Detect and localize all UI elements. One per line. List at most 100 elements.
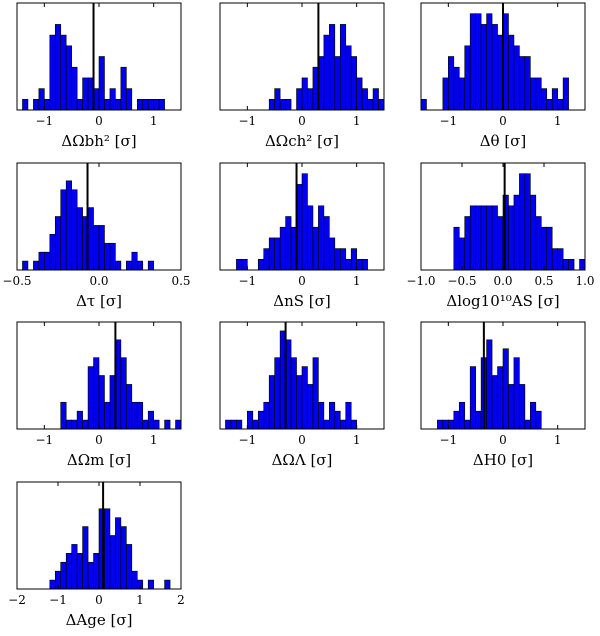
- histogram-bar: [448, 56, 455, 111]
- histogram-bar: [109, 535, 116, 590]
- histogram-bar: [109, 242, 116, 271]
- histogram-bar: [71, 544, 78, 590]
- x-tick-label: 1: [554, 433, 562, 447]
- histogram-bar: [469, 13, 476, 111]
- histogram-bar: [486, 13, 493, 111]
- histogram-bar: [513, 357, 520, 430]
- histogram-bar: [301, 173, 308, 271]
- histogram-bar: [469, 366, 476, 430]
- histogram-bar: [296, 375, 303, 430]
- histogram-bar: [65, 45, 72, 111]
- x-tick-label: −2: [8, 593, 26, 607]
- histogram-bar: [257, 258, 265, 271]
- histogram-bar: [546, 99, 553, 111]
- histogram-bar: [104, 508, 111, 590]
- x-tick-label: 1: [150, 114, 158, 128]
- histogram-bar: [535, 410, 542, 430]
- x-tick-label: −1: [238, 433, 256, 447]
- histogram-bar: [44, 99, 51, 111]
- histogram-bar: [120, 66, 127, 111]
- x-tick-label: −0.5: [2, 274, 31, 288]
- histogram-bar: [82, 419, 89, 430]
- histogram-bar: [491, 24, 498, 111]
- histogram-panel-5: −1 0 1 ΔnS [σ]: [219, 162, 385, 310]
- histogram-bar: [54, 24, 62, 111]
- histogram-bar: [323, 216, 330, 271]
- histogram-bar: [115, 517, 122, 590]
- histogram-bar: [372, 88, 379, 111]
- histogram-bar: [285, 216, 292, 271]
- histogram-bar: [65, 419, 72, 430]
- histogram-bar: [104, 242, 111, 271]
- histogram-bar: [236, 419, 243, 430]
- histogram-bar: [420, 99, 427, 111]
- histogram-bar: [562, 258, 569, 271]
- histogram-bar: [491, 375, 498, 430]
- histogram-bar: [345, 45, 352, 111]
- histogram-bar: [508, 384, 515, 430]
- x-tick-label: 0: [298, 274, 306, 288]
- x-tick-label: 1: [150, 433, 158, 447]
- x-tick-label: 1: [353, 274, 361, 288]
- histogram-bar: [296, 88, 303, 111]
- histogram-bar: [524, 419, 531, 430]
- histogram-bar: [274, 357, 281, 430]
- histogram-bar: [307, 205, 314, 271]
- x-tick-label: −1: [439, 114, 457, 128]
- histogram-bar: [480, 24, 487, 111]
- histogram-bar: [546, 226, 553, 271]
- histogram-bar: [475, 13, 482, 111]
- histogram-bar: [345, 258, 352, 271]
- histogram-bar: [126, 88, 133, 111]
- histogram-bar: [551, 248, 558, 271]
- histogram-bar: [93, 225, 100, 271]
- histogram-bar: [142, 419, 149, 430]
- histogram-bar: [562, 77, 569, 111]
- histogram-bar: [136, 401, 144, 430]
- histogram-bar: [312, 357, 319, 430]
- x-tick-label: 0: [298, 114, 306, 128]
- x-axis-label: ΔnS [σ]: [273, 292, 330, 310]
- histogram-bar: [65, 180, 72, 271]
- histogram-panel-9: −1 0 1 ΔH0 [σ]: [420, 321, 586, 469]
- histogram-bar: [49, 234, 56, 271]
- histogram-bar: [60, 401, 67, 430]
- histogram-bar: [60, 189, 67, 271]
- histogram-bar: [290, 357, 297, 430]
- x-tick-label: −1: [238, 114, 256, 128]
- histogram-bar: [464, 216, 471, 271]
- histogram-bar: [115, 260, 122, 271]
- x-tick-label: 0: [298, 433, 306, 447]
- histogram-bar: [437, 419, 444, 430]
- x-tick-label: 1: [353, 433, 361, 447]
- histogram-bar: [469, 205, 476, 271]
- histogram-bar: [71, 189, 78, 271]
- histogram-bar: [524, 173, 531, 271]
- histogram-bar: [540, 226, 548, 271]
- histogram-bar: [65, 553, 72, 590]
- histogram-bar: [350, 56, 357, 111]
- histogram-bar: [44, 251, 51, 271]
- histogram-bar: [76, 99, 83, 111]
- histogram-bar: [142, 99, 149, 111]
- histogram-bar: [54, 216, 62, 271]
- histogram-bar: [82, 526, 89, 590]
- histogram-bar: [329, 237, 336, 271]
- histogram-bar: [279, 226, 286, 271]
- histogram-bar: [131, 401, 138, 430]
- x-axis-label: ΔH0 [σ]: [473, 451, 533, 469]
- histogram-bar: [109, 88, 116, 111]
- histogram-bar: [513, 45, 520, 111]
- histogram-bar: [551, 88, 558, 111]
- histogram-bar: [486, 339, 493, 430]
- histogram-bar: [49, 579, 56, 590]
- histogram-bar: [334, 248, 341, 271]
- histogram-bar: [225, 419, 232, 430]
- histogram-bar: [334, 410, 341, 430]
- x-tick-label: 0: [95, 433, 103, 447]
- histogram-bar: [126, 384, 133, 430]
- histogram-bar: [60, 561, 67, 590]
- x-axis-label: ΔΩbh² [σ]: [61, 132, 136, 150]
- histogram-bar: [136, 260, 144, 271]
- histogram-bar: [153, 99, 160, 111]
